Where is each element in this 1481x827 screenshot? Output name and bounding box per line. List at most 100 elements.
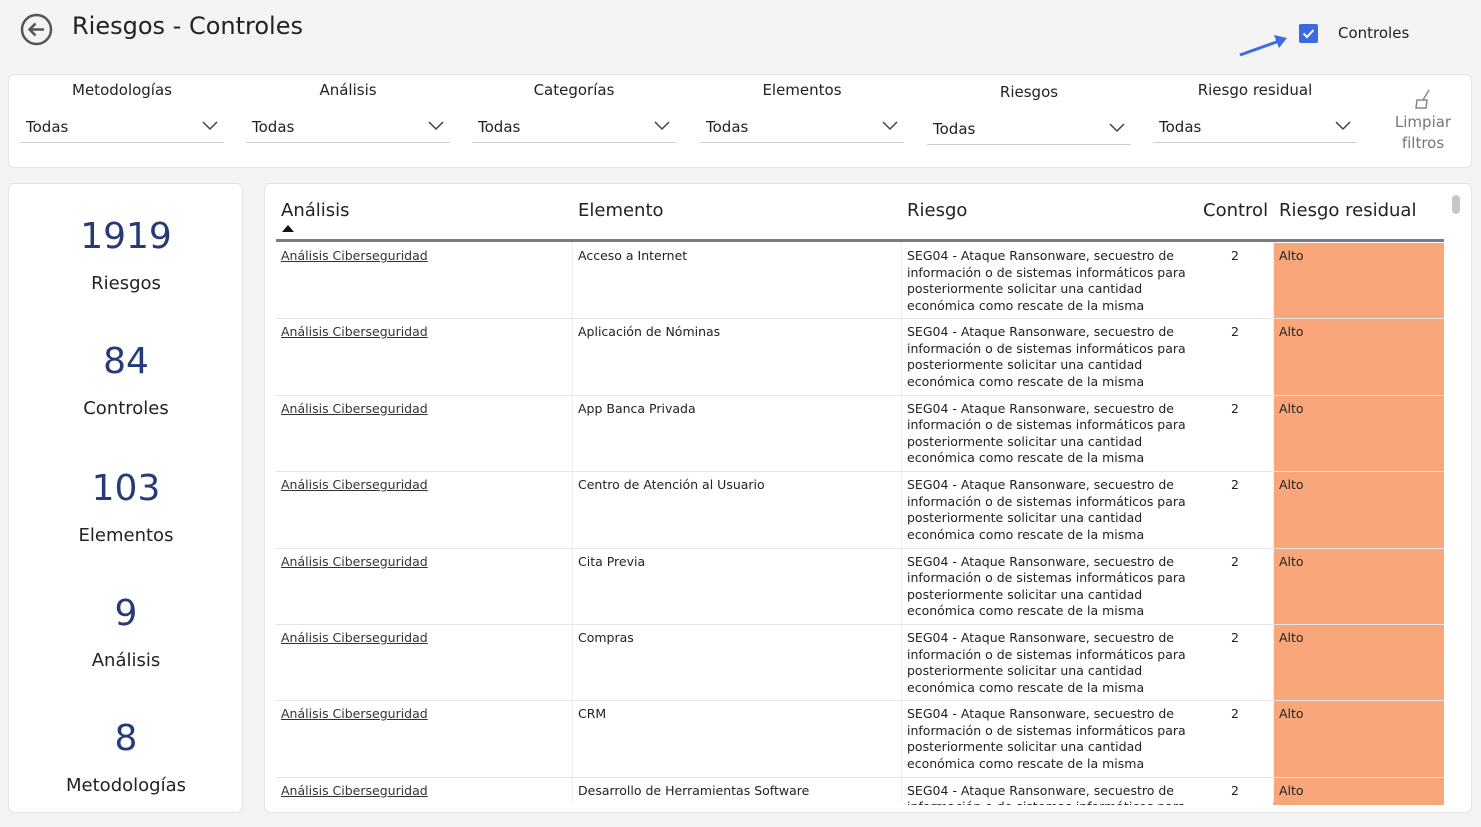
residual-cell: Alto — [1279, 400, 1304, 416]
filter-dropdown[interactable]: Todas — [1153, 111, 1357, 143]
clear-filters-label: Limpiar filtros — [1394, 113, 1452, 152]
row-divider — [276, 776, 1444, 778]
risk-cell: SEG04 - Ataque Ransonware, secuestro de … — [907, 630, 1186, 695]
element-cell: Centro de Atención al Usuario — [578, 477, 765, 493]
chevron — [1335, 121, 1351, 131]
control-cell: 2 — [1231, 400, 1239, 416]
chevron — [882, 121, 898, 131]
element-cell: Acceso a Internet — [578, 248, 688, 263]
column-header[interactable]: Riesgo residual — [1279, 200, 1417, 221]
residual-bg — [1273, 395, 1444, 473]
filter-label: Elementos — [762, 81, 842, 99]
clear-filters[interactable]: Limpiar filtros — [1390, 88, 1456, 154]
control-cell: 2 — [1231, 477, 1239, 493]
row-divider — [276, 394, 1444, 396]
filter-dropdown[interactable]: Todas — [20, 111, 224, 143]
dropdown-value: Todas — [933, 120, 976, 138]
column-divider — [572, 242, 573, 802]
residual-bg — [1273, 701, 1444, 778]
risk-cell: SEG04 - Ataque Ransonware, secuestro de … — [907, 400, 1186, 466]
analysis-link[interactable]: Análisis Ciberseguridad — [281, 477, 428, 493]
row-divider — [276, 700, 1444, 702]
dropdown-value: Todas — [706, 118, 749, 136]
dropdown-value: Todas — [478, 118, 521, 136]
element-cell: Compras — [578, 630, 634, 645]
dropdown-value: Todas — [252, 118, 295, 136]
chevron — [202, 121, 218, 131]
chevron — [1109, 123, 1125, 133]
kpi-label: Elementos — [78, 525, 174, 546]
residual-bg — [1273, 777, 1444, 805]
residual-bg — [1273, 625, 1444, 702]
sort-indicator — [282, 225, 294, 232]
analysis-link[interactable]: Análisis Ciberseguridad — [281, 553, 428, 569]
column-header[interactable]: Elemento — [578, 200, 664, 221]
residual-bg — [1273, 548, 1444, 625]
filter-label: Categorías — [533, 81, 615, 99]
residual-cell: Alto — [1279, 553, 1304, 569]
residual-cell: Alto — [1279, 706, 1304, 722]
residual-bg — [1273, 243, 1444, 320]
dropdown-value: Todas — [1159, 118, 1202, 136]
toggle-checkbox[interactable] — [1299, 24, 1318, 43]
filter-label: Riesgos — [999, 83, 1059, 101]
control-cell: 2 — [1231, 630, 1239, 645]
row-divider — [276, 547, 1444, 549]
risk-cell: SEG04 - Ataque Ransonware, secuestro de … — [907, 706, 1186, 771]
column-header[interactable]: Análisis — [281, 200, 350, 221]
kpi-label: Riesgos — [91, 273, 161, 294]
element-cell: Desarrollo de Herramientas Software — [578, 782, 810, 798]
back-button[interactable] — [20, 13, 53, 46]
filter-dropdown[interactable]: Todas — [700, 111, 904, 143]
page-title: Riesgos - Controles — [72, 12, 303, 40]
residual-cell: Alto — [1279, 324, 1304, 340]
residual-cell: Alto — [1279, 782, 1304, 798]
scrollbar[interactable] — [1452, 195, 1460, 214]
risk-cell: SEG04 - Ataque Ransonware, secuestro de … — [907, 324, 1186, 389]
filter-dropdown[interactable]: Todas — [472, 111, 676, 143]
analysis-link[interactable]: Análisis Ciberseguridad — [281, 248, 428, 263]
row-divider — [276, 471, 1444, 473]
filter-dropdown[interactable]: Todas — [927, 113, 1131, 145]
risk-cell: SEG04 - Ataque Ransonware, secuestro de … — [907, 477, 1186, 542]
filter-label: Metodologías — [72, 81, 172, 99]
residual-bg — [1273, 472, 1444, 549]
filter-dropdown[interactable]: Todas — [246, 111, 450, 143]
kpi-label: Controles — [83, 398, 169, 419]
kpi-value: 1919 — [80, 216, 172, 257]
analysis-link[interactable]: Análisis Ciberseguridad — [281, 706, 428, 722]
kpi-label: Análisis — [91, 650, 161, 671]
kpi-value: 84 — [103, 341, 149, 382]
table-panel — [264, 183, 1472, 813]
analysis-link[interactable]: Análisis Ciberseguridad — [281, 324, 428, 340]
residual-bg — [1273, 319, 1444, 396]
chevron — [428, 121, 444, 131]
column-header[interactable]: Riesgo — [907, 200, 968, 221]
control-cell: 2 — [1231, 324, 1239, 340]
element-cell: CRM — [578, 706, 607, 722]
analysis-link[interactable]: Análisis Ciberseguridad — [281, 400, 428, 416]
kpi-panel: 1919 Riesgos 84 Controles 103 Elementos 9 Análi… — [8, 183, 243, 813]
hint-arrow — [1239, 35, 1287, 57]
kpi-value: 103 — [91, 468, 161, 509]
chevron — [654, 121, 670, 131]
control-cell: 2 — [1231, 782, 1239, 798]
table: Análisis Elemento Riesgo Control Riesgo resi… — [276, 190, 1446, 805]
toggle-label: Controles — [1338, 24, 1410, 42]
kpi-value: 9 — [114, 593, 138, 634]
analysis-link[interactable]: Análisis Ciberseguridad — [281, 782, 428, 798]
column-divider — [901, 242, 902, 802]
column-header[interactable]: Control — [1203, 200, 1269, 221]
dropdown-value: Todas — [26, 118, 69, 136]
residual-cell: Alto — [1279, 630, 1304, 645]
broom-icon — [1415, 89, 1430, 109]
filter-panel: Metodologías Todas Análisis Todas Categorías… — [8, 74, 1472, 168]
risk-cell: SEG04 - Ataque Ransonware, secuestro de … — [907, 782, 1186, 805]
risk-cell: SEG04 - Ataque Ransonware, secuestro de … — [907, 553, 1186, 619]
control-cell: 2 — [1231, 248, 1239, 263]
row-divider — [276, 318, 1444, 320]
analysis-link[interactable]: Análisis Ciberseguridad — [281, 630, 428, 645]
control-cell: 2 — [1231, 553, 1239, 569]
